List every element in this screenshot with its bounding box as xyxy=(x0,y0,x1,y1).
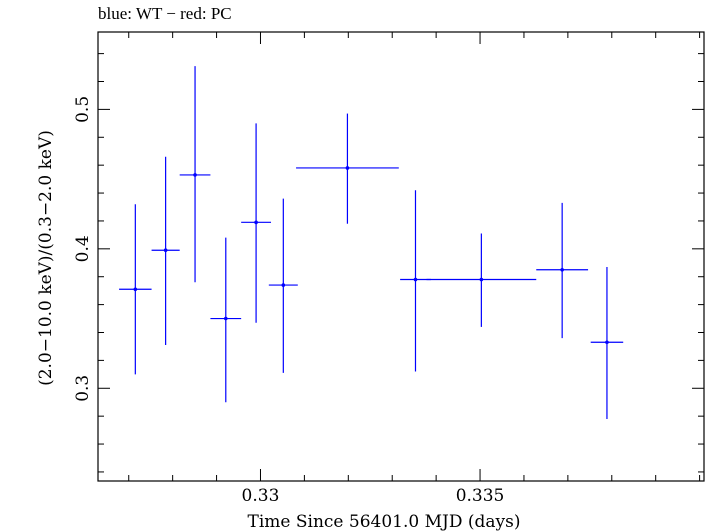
x-axis-label: Time Since 56401.0 MJD (days) xyxy=(248,512,521,532)
data-point xyxy=(536,202,589,339)
point-marker xyxy=(479,277,484,282)
axis-ticks xyxy=(98,32,704,481)
point-marker xyxy=(254,220,258,225)
data-point xyxy=(179,66,211,283)
point-marker xyxy=(133,287,138,292)
data-points xyxy=(119,66,624,419)
data-point xyxy=(241,123,272,323)
data-point xyxy=(151,156,180,346)
point-marker xyxy=(163,248,168,253)
point-marker xyxy=(560,267,564,272)
data-point xyxy=(210,237,242,403)
y-axis-label: (2.0−10.0 keV)/(0.3−2.0 keV) xyxy=(36,130,56,386)
data-point xyxy=(590,266,624,419)
x-tick-label: 0.335 xyxy=(456,486,505,506)
plot-frame xyxy=(97,31,705,482)
data-point xyxy=(268,198,298,373)
point-marker xyxy=(345,166,350,170)
point-marker xyxy=(193,173,197,177)
y-tick-label: 0.4 xyxy=(73,235,93,262)
point-marker xyxy=(223,316,228,321)
y-tick-label: 0.5 xyxy=(73,96,93,123)
data-point xyxy=(426,233,537,327)
data-point xyxy=(296,113,399,224)
data-point xyxy=(400,190,431,372)
point-marker xyxy=(605,340,609,345)
x-tick-label: 0.33 xyxy=(242,486,280,506)
point-marker xyxy=(413,277,418,282)
data-point xyxy=(119,204,152,375)
point-marker xyxy=(281,283,286,287)
y-tick-label: 0.3 xyxy=(73,375,93,402)
chart-title: blue: WT − red: PC xyxy=(98,4,232,23)
tick-labels: 0.33 0.335 0.3 0.4 0.5 xyxy=(73,96,504,506)
